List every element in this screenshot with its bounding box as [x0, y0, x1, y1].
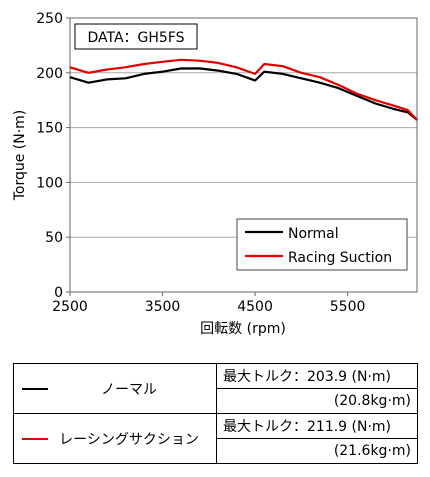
y-tick-label: 150	[36, 121, 63, 137]
data-label: DATA：GH5FS	[87, 30, 184, 46]
row-name-cell: ノーマル	[13, 363, 217, 414]
max-torque-nm: 最大トルク：211.9 (N·m)	[216, 413, 418, 439]
table-row-racing-suction-kgm: (21.6kg·m)	[14, 438, 418, 464]
racing-suction-line-swatch	[22, 437, 48, 440]
y-tick-label: 50	[45, 230, 63, 246]
x-tick-label: 4500	[237, 299, 273, 315]
legend: Normal Racing Suction	[236, 218, 408, 271]
normal-line-swatch	[22, 387, 48, 390]
legend-label-normal: Normal	[288, 226, 339, 242]
x-tick-label: 3500	[145, 299, 181, 315]
legend-label-racing-suction: Racing Suction	[288, 250, 392, 266]
y-tick-label: 0	[54, 285, 63, 301]
row-name: レーシングサクション	[59, 431, 199, 448]
x-axis-title: 回転数 (rpm)	[200, 321, 286, 337]
series-line-racing-suction	[69, 58, 418, 121]
max-torque-kgm: (21.6kg·m)	[216, 438, 418, 464]
y-tick-label: 200	[36, 66, 63, 82]
x-tick-label: 2500	[52, 299, 88, 315]
data-label-box: DATA：GH5FS	[74, 23, 198, 50]
torque-chart: 0 50 100 150 200 250 2500 3500 4500 5500 Torque …	[12, 11, 418, 337]
y-tick-label: 100	[36, 175, 63, 191]
series-line-normal	[69, 67, 418, 121]
table-row-normal: ノーマル 最大トルク：203.9 (N·m)	[13, 363, 418, 414]
plot-frame	[69, 17, 418, 293]
y-tick-label: 250	[36, 11, 63, 27]
max-torque-nm: 最大トルク：203.9 (N·m)	[216, 363, 418, 389]
max-torque-kgm: (20.8kg·m)	[216, 388, 418, 414]
x-tick-labels: 2500 3500 4500 5500	[52, 292, 365, 315]
table-row-normal-kgm: (20.8kg·m)	[14, 388, 418, 414]
row-name-cell: レーシングサクション	[13, 413, 217, 464]
y-tick-labels: 0 50 100 150 200 250	[36, 11, 70, 301]
row-name: ノーマル	[101, 381, 157, 398]
series-layer	[69, 58, 418, 121]
max-torque-table: ノーマル 最大トルク：203.9 (N·m) (20.8kg·m) レーシングサ…	[13, 363, 418, 464]
table-row-racing-suction: レーシングサクション 最大トルク：211.9 (N·m)	[13, 413, 418, 464]
y-axis-title: Torque (N·m)	[12, 110, 28, 202]
x-tick-label: 5500	[330, 299, 366, 315]
